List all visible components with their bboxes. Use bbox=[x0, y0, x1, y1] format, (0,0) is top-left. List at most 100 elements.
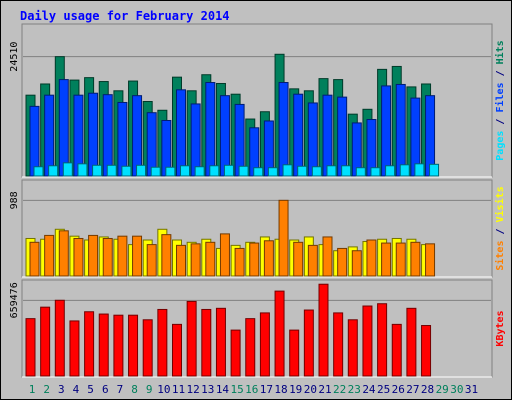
bar-files-day-26 bbox=[395, 83, 406, 177]
bar-kbytes-day-3 bbox=[54, 299, 65, 377]
bar-files-day-1 bbox=[29, 105, 40, 177]
bar-sites-day-21 bbox=[322, 236, 333, 277]
max-value-label: 24510 bbox=[9, 42, 20, 72]
bar-pages-day-2 bbox=[48, 165, 59, 177]
bar-files-day-2 bbox=[44, 94, 55, 177]
bar-sites-day-23 bbox=[351, 250, 362, 277]
series-files bbox=[29, 79, 436, 177]
x-tick-day-3: 3 bbox=[58, 383, 65, 396]
bar-files-day-11 bbox=[176, 89, 186, 177]
bar-sites-day-12 bbox=[190, 243, 201, 277]
legend-part: Sites bbox=[494, 241, 506, 271]
bar-sites-day-19 bbox=[293, 241, 304, 277]
bar-kbytes-day-1 bbox=[25, 318, 36, 377]
bar-pages-day-6 bbox=[106, 164, 117, 177]
bar-sites-day-17 bbox=[263, 240, 274, 277]
bar-kbytes-day-27 bbox=[406, 307, 417, 377]
bar-pages-day-19 bbox=[297, 165, 308, 177]
bar-pages-day-25 bbox=[385, 165, 396, 177]
bar-pages-day-8 bbox=[136, 164, 147, 177]
x-tick-day-28: 28 bbox=[421, 383, 434, 396]
bar-files-day-5 bbox=[88, 92, 99, 177]
bar-files-day-19 bbox=[293, 93, 304, 177]
legend-part: Pages bbox=[495, 131, 506, 161]
x-tick-day-15: 15 bbox=[230, 383, 243, 396]
bar-kbytes-day-26 bbox=[391, 323, 402, 377]
x-tick-day-30: 30 bbox=[450, 383, 463, 396]
bar-kbytes-day-22 bbox=[333, 312, 344, 377]
bar-pages-day-9 bbox=[150, 166, 161, 177]
bar-files-day-7 bbox=[117, 101, 128, 177]
bar-sites-day-3 bbox=[58, 230, 69, 277]
max-value-label: 988 bbox=[9, 191, 20, 209]
bar-pages-day-24 bbox=[370, 167, 381, 177]
bar-sites-day-5 bbox=[88, 234, 99, 277]
bar-pages-day-21 bbox=[326, 165, 337, 177]
x-tick-day-11: 11 bbox=[172, 383, 185, 396]
x-tick-day-20: 20 bbox=[304, 383, 317, 396]
bar-pages-day-7 bbox=[121, 165, 132, 177]
bar-sites-day-6 bbox=[102, 237, 113, 277]
x-tick-day-31: 31 bbox=[465, 383, 478, 396]
x-tick-day-13: 13 bbox=[201, 383, 214, 396]
bar-pages-day-11 bbox=[180, 165, 190, 177]
bar-sites-day-13 bbox=[205, 241, 216, 277]
x-tick-day-19: 19 bbox=[289, 383, 302, 396]
bar-kbytes-day-18 bbox=[274, 290, 285, 377]
bar-kbytes-day-9 bbox=[142, 319, 153, 377]
bar-kbytes-day-24 bbox=[362, 305, 373, 377]
x-tick-day-9: 9 bbox=[146, 383, 153, 396]
x-tick-day-16: 16 bbox=[245, 383, 258, 396]
bar-sites-day-25 bbox=[381, 242, 392, 277]
bar-kbytes-day-16 bbox=[245, 318, 256, 377]
x-tick-day-22: 22 bbox=[333, 383, 346, 396]
bar-sites-day-9 bbox=[146, 244, 157, 277]
bar-files-day-20 bbox=[307, 102, 318, 177]
bar-kbytes-day-17 bbox=[259, 312, 270, 377]
bar-sites-day-18 bbox=[278, 199, 289, 277]
bar-pages-day-15 bbox=[238, 165, 249, 177]
bar-files-day-9 bbox=[146, 112, 157, 177]
x-tick-day-1: 1 bbox=[29, 383, 36, 396]
bar-kbytes-day-10 bbox=[157, 308, 168, 377]
x-tick-day-5: 5 bbox=[87, 383, 94, 396]
bar-pages-day-22 bbox=[341, 165, 352, 177]
x-tick-day-17: 17 bbox=[260, 383, 273, 396]
bar-sites-day-22 bbox=[337, 247, 348, 277]
bar-kbytes-day-20 bbox=[303, 309, 314, 377]
x-tick-day-10: 10 bbox=[157, 383, 170, 396]
bar-pages-day-18 bbox=[282, 164, 293, 177]
legend-part: / bbox=[495, 113, 506, 131]
bar-pages-day-5 bbox=[92, 164, 103, 177]
bar-kbytes-day-23 bbox=[347, 319, 358, 377]
x-tick-day-29: 29 bbox=[436, 383, 449, 396]
bar-kbytes-day-6 bbox=[98, 313, 109, 377]
bar-files-day-3 bbox=[58, 79, 69, 177]
bar-sites-day-7 bbox=[117, 235, 128, 277]
bar-pages-day-20 bbox=[311, 166, 322, 177]
bar-sites-day-2 bbox=[44, 234, 55, 277]
x-tick-day-25: 25 bbox=[377, 383, 390, 396]
x-tick-day-4: 4 bbox=[73, 383, 80, 396]
bar-sites-day-11 bbox=[176, 244, 186, 277]
bar-files-day-15 bbox=[234, 103, 245, 177]
bar-pages-day-13 bbox=[209, 165, 220, 177]
bar-kbytes-day-5 bbox=[84, 311, 95, 377]
bar-kbytes-day-12 bbox=[186, 300, 197, 377]
panel-hits-files-pages: 24510 Pages / Files / Hits bbox=[9, 23, 506, 178]
series-legend-label: KBytes bbox=[495, 310, 506, 346]
legend-part: Files bbox=[494, 82, 506, 112]
series-legend-label: Sites / Visits bbox=[494, 186, 506, 270]
bar-kbytes-day-21 bbox=[318, 283, 329, 377]
bar-kbytes-day-19 bbox=[289, 329, 300, 377]
bar-sites-day-4 bbox=[73, 237, 84, 277]
legend-part: / bbox=[495, 64, 506, 82]
bar-pages-day-12 bbox=[194, 166, 205, 177]
bar-files-day-22 bbox=[337, 96, 348, 177]
bar-files-day-14 bbox=[219, 95, 230, 177]
bar-sites-day-20 bbox=[307, 244, 318, 277]
bar-files-day-8 bbox=[132, 95, 143, 177]
bar-kbytes-day-2 bbox=[40, 306, 51, 377]
bar-pages-day-17 bbox=[267, 167, 278, 177]
bar-pages-day-1 bbox=[33, 166, 44, 177]
